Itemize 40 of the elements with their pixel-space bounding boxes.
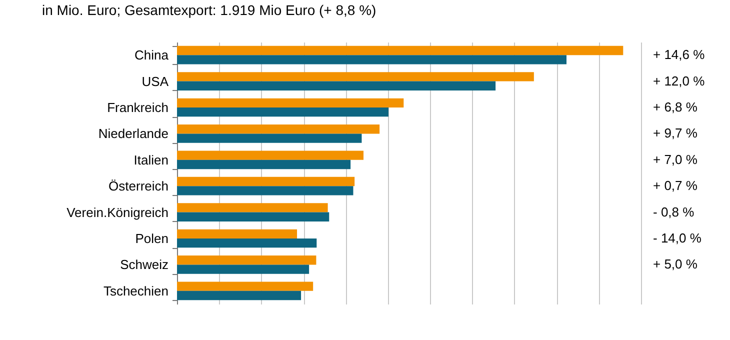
text: + 7,0 % xyxy=(653,152,698,167)
y-tick-label: Niederlande xyxy=(98,126,168,142)
text: + 14,6 % xyxy=(653,47,706,62)
text: + 6,8 % xyxy=(653,100,698,114)
text: + 12,0 % xyxy=(653,73,706,88)
bar xyxy=(177,256,316,265)
y-tick-label: Italien xyxy=(134,152,168,168)
y-tick-label: Österreich xyxy=(108,178,168,194)
bar xyxy=(177,186,354,196)
y-tick-label: Verein.Königreich xyxy=(66,204,168,220)
bar xyxy=(177,134,362,143)
bar xyxy=(177,108,388,117)
text: + 0,7 % xyxy=(653,178,698,194)
bar xyxy=(177,46,624,56)
bar xyxy=(177,203,328,212)
bar xyxy=(177,282,314,291)
text: + 5,0 % xyxy=(653,256,698,272)
bar xyxy=(177,55,566,64)
bar xyxy=(177,264,310,274)
y-tick-label: Frankreich xyxy=(107,100,168,115)
bar xyxy=(177,98,404,108)
bar xyxy=(177,150,364,160)
y-tick-label: China xyxy=(134,48,170,63)
text: - 0,8 % xyxy=(653,204,695,220)
bar xyxy=(177,124,380,134)
bar xyxy=(177,212,330,222)
y-tick-label: USA xyxy=(142,74,169,89)
bar xyxy=(177,290,302,300)
bar xyxy=(177,160,351,170)
bar xyxy=(177,176,355,186)
text: + 9,7 % xyxy=(653,126,698,141)
bar xyxy=(177,72,534,82)
chart-title: in Mio. Euro; Gesamtexport: 1.919 Mio Euro (+ 8,8 %) xyxy=(42,2,376,18)
bar xyxy=(177,81,496,90)
y-tick-label: Tschechien xyxy=(103,283,168,298)
text: - 14,0 % xyxy=(653,230,702,246)
bar xyxy=(177,229,298,238)
y-tick-label: Schweiz xyxy=(120,257,168,272)
bar xyxy=(177,238,317,248)
y-tick-label: Polen xyxy=(135,231,168,246)
